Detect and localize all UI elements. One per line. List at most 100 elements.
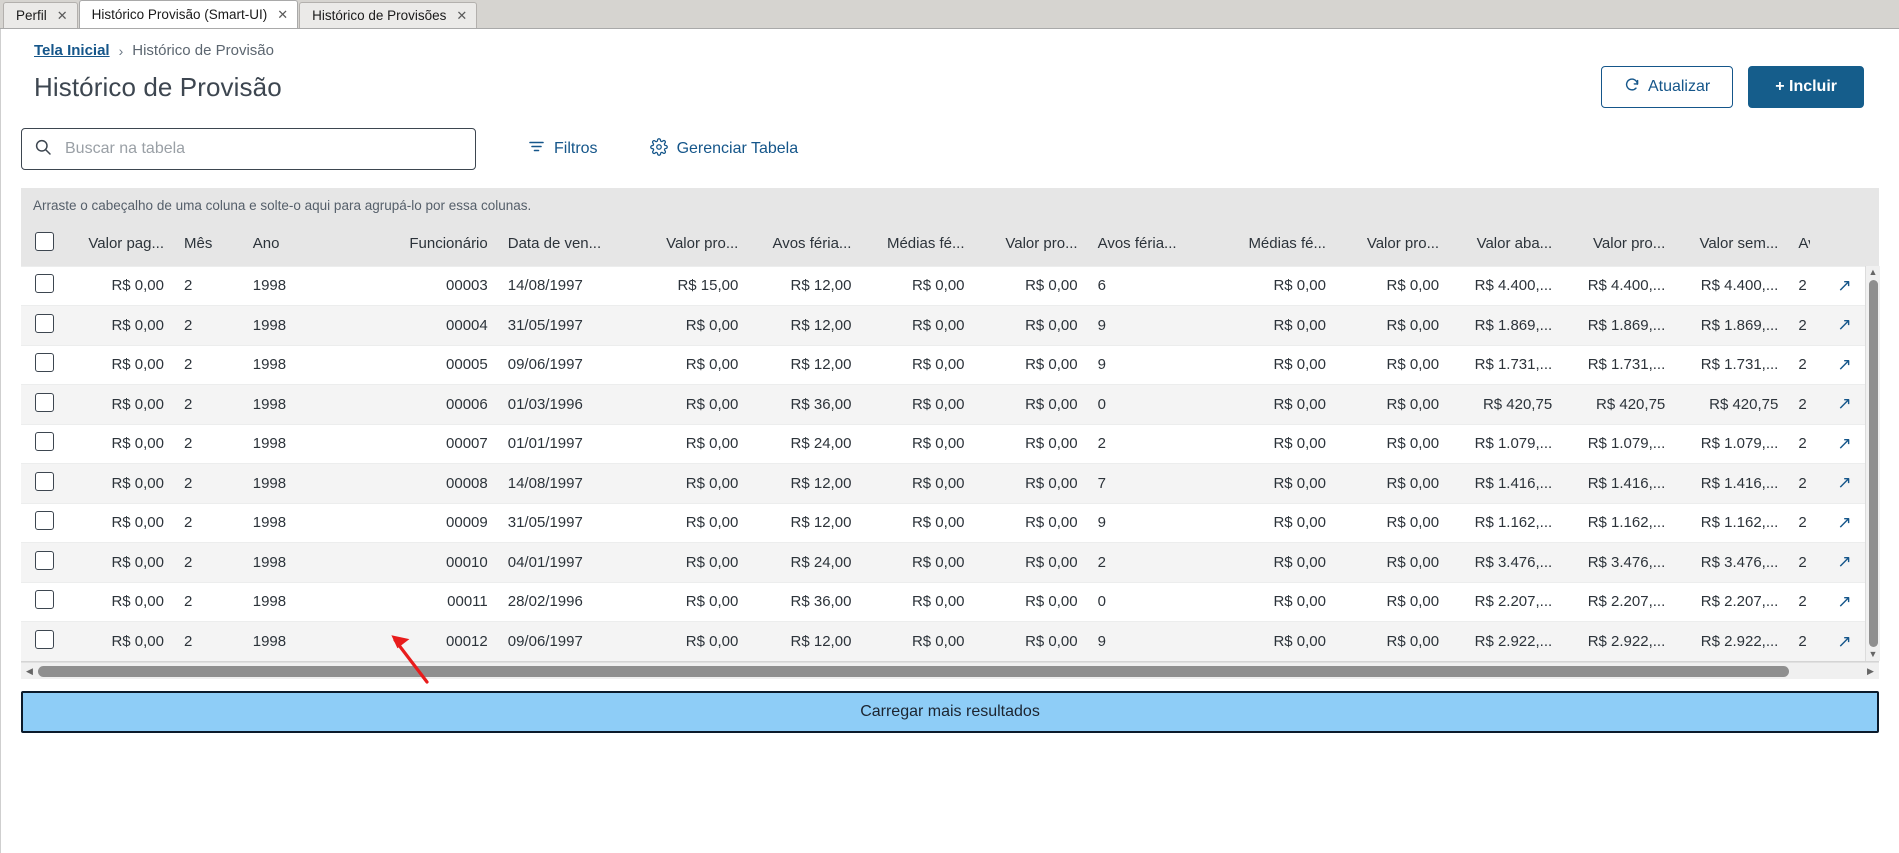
table-row[interactable]: R$ 0,00 2 1998 00003 14/08/1997 R$ 15,00 R$ 12… (21, 265, 1879, 306)
close-icon[interactable]: ✕ (456, 8, 468, 23)
cell-ano: 1998 (242, 305, 376, 345)
refresh-button[interactable]: Atualizar (1600, 66, 1734, 108)
open-external-icon[interactable]: ↗ (1837, 591, 1852, 611)
cell-avos_feria_1: R$ 12,00 (748, 502, 862, 543)
browser-tab-2[interactable]: Histórico de Provisões ✕ (299, 2, 478, 28)
manage-table-button[interactable]: Gerenciar Tabela (649, 137, 799, 161)
cell-mes: 2 (174, 581, 243, 622)
row-checkbox[interactable] (35, 630, 54, 649)
table-row[interactable]: R$ 0,00 2 1998 00009 31/05/1997 R$ 0,00 R$ 12,… (21, 502, 1879, 543)
column-header-valor_pag[interactable]: Valor pag... (72, 222, 174, 266)
table-row[interactable]: R$ 0,00 2 1998 00006 01/03/1996 R$ 0,00 R$ 36,… (21, 384, 1879, 424)
row-checkbox[interactable] (35, 392, 54, 412)
cell-medias_fe_1: R$ 0,00 (861, 463, 975, 503)
search-icon (34, 138, 52, 161)
column-header-valor_sem[interactable]: Valor sem... (1675, 222, 1789, 266)
row-select-cell (21, 463, 72, 503)
row-checkbox[interactable] (35, 353, 54, 373)
row-checkbox[interactable] (35, 274, 54, 294)
horizontal-scrollbar[interactable]: ◀ ▶ (21, 662, 1879, 679)
column-header-avos_feria_1[interactable]: Avos féria... (748, 222, 862, 266)
column-header-avos_feria_2[interactable]: Avos féria... (1087, 222, 1212, 266)
column-header-valor_pro_4[interactable]: Valor pro... (1562, 222, 1676, 266)
table-row[interactable]: R$ 0,00 2 1998 00011 28/02/1996 R$ 0,00 R$ 36,… (21, 581, 1879, 622)
column-header-data_ven[interactable]: Data de ven... (497, 222, 636, 266)
cell-valor_pro_1: R$ 0,00 (635, 423, 749, 464)
cell-medias_fe_2: R$ 0,00 (1211, 581, 1336, 622)
close-icon[interactable]: ✕ (56, 8, 68, 23)
cell-medias_fe_2: R$ 0,00 (1211, 621, 1336, 661)
table-row[interactable]: R$ 0,00 2 1998 00008 14/08/1997 R$ 0,00 R$ 12,… (21, 463, 1879, 503)
cell-mes: 2 (174, 384, 243, 424)
open-external-icon[interactable]: ↗ (1837, 394, 1852, 414)
column-header-ano[interactable]: Ano (242, 222, 376, 266)
scroll-left-icon[interactable]: ◀ (26, 665, 33, 676)
table-row[interactable]: R$ 0,00 2 1998 00010 04/01/1997 R$ 0,00 R$ 24,… (21, 542, 1879, 582)
cell-valor_pag: R$ 0,00 (72, 581, 174, 622)
page-title: Histórico de Provisão (34, 71, 282, 102)
cell-valor_sem: R$ 3.476,... (1675, 542, 1789, 582)
column-header-medias_fe_2[interactable]: Médias fé... (1211, 222, 1336, 266)
cell-medias_fe_2: R$ 0,00 (1211, 384, 1336, 424)
search-input[interactable] (63, 139, 463, 159)
open-external-icon[interactable]: ↗ (1837, 552, 1852, 572)
table-row[interactable]: R$ 0,00 2 1998 00012 09/06/1997 R$ 0,00 R$ 12,… (21, 621, 1879, 661)
row-checkbox[interactable] (35, 471, 54, 491)
cell-valor_pro_2: R$ 0,00 (974, 542, 1088, 582)
cell-avos_feria_2: 7 (1087, 463, 1212, 503)
open-external-icon[interactable]: ↗ (1837, 433, 1852, 453)
column-header-valor_pro_1[interactable]: Valor pro... (635, 222, 749, 266)
search-box[interactable] (21, 128, 476, 170)
filters-button[interactable]: Filtros (528, 138, 598, 160)
horizontal-scroll-track[interactable] (38, 665, 1862, 677)
row-checkbox[interactable] (35, 590, 54, 610)
cell-valor_sem: R$ 1.416,... (1675, 463, 1789, 503)
row-select-cell (21, 423, 72, 464)
cell-valor_pro_2: R$ 0,00 (974, 581, 1088, 622)
group-drop-area[interactable]: Arraste o cabeçalho de uma coluna e solt… (21, 188, 1879, 222)
cell-medias_fe_1: R$ 0,00 (861, 542, 975, 582)
horizontal-scroll-thumb[interactable] (38, 665, 1790, 677)
scroll-down-icon[interactable]: ▼ (1868, 649, 1878, 659)
open-external-icon[interactable]: ↗ (1837, 473, 1852, 493)
browser-tab-0[interactable]: Perfil ✕ (3, 2, 78, 28)
column-header-mes[interactable]: Mês (174, 222, 243, 266)
table-row[interactable]: R$ 0,00 2 1998 00007 01/01/1997 R$ 0,00 R$ 24,… (21, 423, 1879, 464)
column-header-valor_pro_2[interactable]: Valor pro... (974, 222, 1088, 266)
vertical-scroll-thumb[interactable] (1868, 280, 1878, 647)
close-icon[interactable]: ✕ (277, 7, 289, 22)
table-row[interactable]: R$ 0,00 2 1998 00005 09/06/1997 R$ 0,00 R$ 12,… (21, 344, 1879, 385)
scroll-up-icon[interactable]: ▲ (1868, 267, 1878, 277)
browser-tab-1[interactable]: Histórico Provisão (Smart-UI) ✕ (78, 0, 299, 28)
add-button[interactable]: + Incluir (1748, 66, 1864, 108)
select-all-checkbox[interactable] (35, 232, 54, 252)
cell-valor_pro_2: R$ 0,00 (974, 384, 1088, 424)
scroll-right-icon[interactable]: ▶ (1867, 665, 1874, 676)
cell-avos_feria_2: 9 (1087, 305, 1212, 345)
column-header-funcionario[interactable]: Funcionário (375, 222, 498, 266)
cell-mes: 2 (174, 621, 243, 661)
open-external-icon[interactable]: ↗ (1837, 315, 1852, 335)
column-header-valor_aba[interactable]: Valor aba... (1449, 222, 1563, 266)
load-more-button[interactable]: Carregar mais resultados (21, 691, 1879, 733)
open-external-icon[interactable]: ↗ (1837, 275, 1852, 295)
data-table-scroll[interactable]: Valor pag... Mês Ano Funcionário Data de ven… (21, 222, 1879, 661)
vertical-scrollbar[interactable]: ▲ ▼ (1865, 266, 1880, 661)
table-row[interactable]: R$ 0,00 2 1998 00004 31/05/1997 R$ 0,00 R$ 12,… (21, 305, 1879, 345)
column-header-medias_fe_1[interactable]: Médias fé... (861, 222, 975, 266)
open-external-icon[interactable]: ↗ (1837, 354, 1852, 374)
cell-avos_feria_2: 9 (1087, 621, 1212, 661)
row-checkbox[interactable] (35, 550, 54, 570)
column-header-valor_pro_3[interactable]: Valor pro... (1335, 222, 1450, 266)
open-external-icon[interactable]: ↗ (1837, 631, 1852, 651)
row-checkbox[interactable] (35, 511, 54, 531)
breadcrumb-home-link[interactable]: Tela Inicial (34, 42, 110, 59)
row-checkbox[interactable] (35, 313, 54, 333)
cell-valor_pro_1: R$ 15,00 (635, 265, 749, 306)
manage-table-label: Gerenciar Tabela (676, 140, 799, 157)
cell-valor_pro_3: R$ 0,00 (1335, 305, 1450, 345)
cell-avos_feria_1: R$ 36,00 (748, 581, 862, 622)
cell-avos_feria_1: R$ 24,00 (748, 423, 862, 464)
open-external-icon[interactable]: ↗ (1837, 512, 1852, 532)
row-checkbox[interactable] (35, 432, 54, 452)
